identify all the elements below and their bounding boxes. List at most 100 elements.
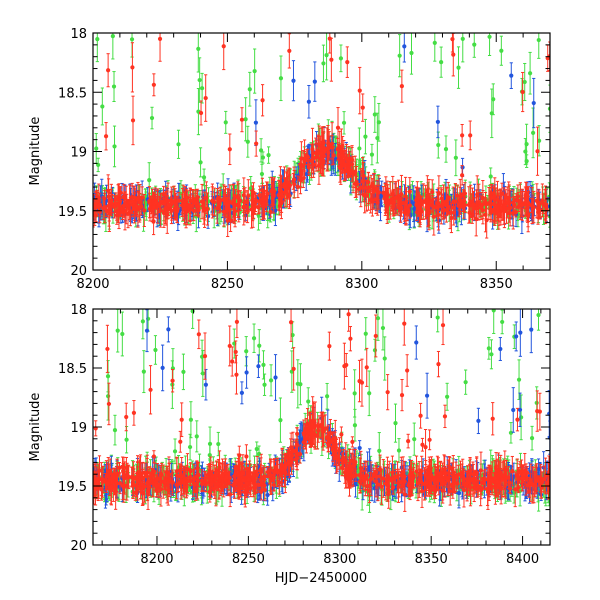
data-point — [223, 120, 228, 125]
data-point — [375, 135, 380, 141]
data-point — [103, 134, 109, 139]
data-point — [523, 149, 528, 154]
data-point — [188, 204, 193, 209]
data-point — [360, 105, 365, 110]
data-point — [253, 120, 259, 125]
data-point — [397, 53, 402, 58]
data-point — [507, 210, 512, 215]
data-point — [279, 192, 284, 197]
data-point — [535, 149, 540, 154]
data-point — [374, 186, 380, 191]
data-point — [163, 206, 168, 212]
data-point — [499, 48, 504, 53]
data-point — [453, 155, 458, 160]
data-point — [225, 202, 230, 207]
data-point — [503, 194, 508, 200]
data-point — [182, 207, 187, 212]
data-point — [249, 207, 254, 212]
data-point — [130, 118, 136, 123]
data-point — [245, 208, 250, 214]
top-data-points — [93, 33, 550, 239]
data-point — [196, 46, 201, 51]
data-point — [238, 198, 243, 203]
data-point — [436, 142, 441, 148]
data-point — [531, 100, 536, 106]
data-point — [309, 158, 314, 164]
data-point — [198, 160, 203, 165]
data-point — [94, 146, 99, 151]
data-point — [492, 193, 497, 198]
data-point — [210, 198, 215, 204]
data-point — [425, 205, 430, 210]
data-point — [142, 208, 147, 213]
data-point — [357, 146, 362, 151]
data-point — [402, 44, 407, 49]
data-point — [523, 196, 528, 201]
data-point — [515, 194, 521, 199]
data-point — [435, 119, 440, 125]
data-point — [147, 198, 152, 204]
data-point — [480, 196, 485, 201]
data-point — [312, 79, 317, 84]
data-point — [321, 61, 326, 66]
data-point — [112, 204, 117, 209]
data-point — [157, 36, 163, 41]
data-point — [306, 99, 311, 104]
data-point — [488, 200, 493, 205]
data-point — [370, 181, 375, 187]
data-point — [451, 52, 456, 57]
data-point — [317, 142, 322, 147]
data-point — [270, 186, 276, 192]
data-point — [149, 115, 155, 121]
data-point — [137, 205, 142, 210]
data-point — [363, 134, 368, 139]
data-point — [93, 210, 97, 215]
data-point — [399, 84, 404, 89]
data-point — [330, 141, 335, 146]
data-point — [443, 146, 449, 152]
data-point — [472, 42, 477, 47]
data-point — [419, 199, 424, 204]
data-point — [243, 117, 248, 122]
data-point — [471, 202, 476, 207]
data-point — [496, 213, 502, 218]
data-point — [509, 73, 514, 78]
data-point — [445, 206, 450, 212]
data-point — [520, 202, 525, 207]
data-point — [259, 171, 265, 177]
data-point — [520, 89, 525, 95]
data-point — [404, 199, 409, 204]
data-point — [439, 203, 444, 208]
data-point — [287, 48, 292, 54]
data-point — [199, 199, 205, 204]
data-point — [460, 36, 465, 41]
data-point — [217, 200, 222, 205]
data-point — [245, 139, 250, 144]
data-point — [368, 198, 373, 203]
data-point — [357, 88, 362, 93]
data-point — [450, 37, 455, 42]
data-point — [135, 197, 141, 202]
data-point — [366, 189, 371, 194]
data-point — [349, 157, 355, 162]
data-point — [324, 53, 329, 58]
data-point — [268, 209, 273, 214]
data-point — [110, 34, 115, 39]
data-point — [397, 202, 402, 208]
data-point — [197, 77, 202, 83]
data-point — [247, 87, 252, 92]
data-point — [431, 214, 436, 219]
data-point — [205, 214, 211, 219]
data-point — [487, 34, 492, 39]
data-point — [246, 193, 251, 198]
data-point — [176, 142, 181, 147]
data-point — [106, 68, 111, 73]
data-point — [358, 185, 363, 190]
data-point — [112, 144, 117, 149]
data-point — [488, 174, 493, 179]
data-point — [239, 117, 245, 122]
data-point — [342, 163, 347, 168]
data-point — [394, 195, 399, 200]
data-point — [227, 147, 232, 152]
